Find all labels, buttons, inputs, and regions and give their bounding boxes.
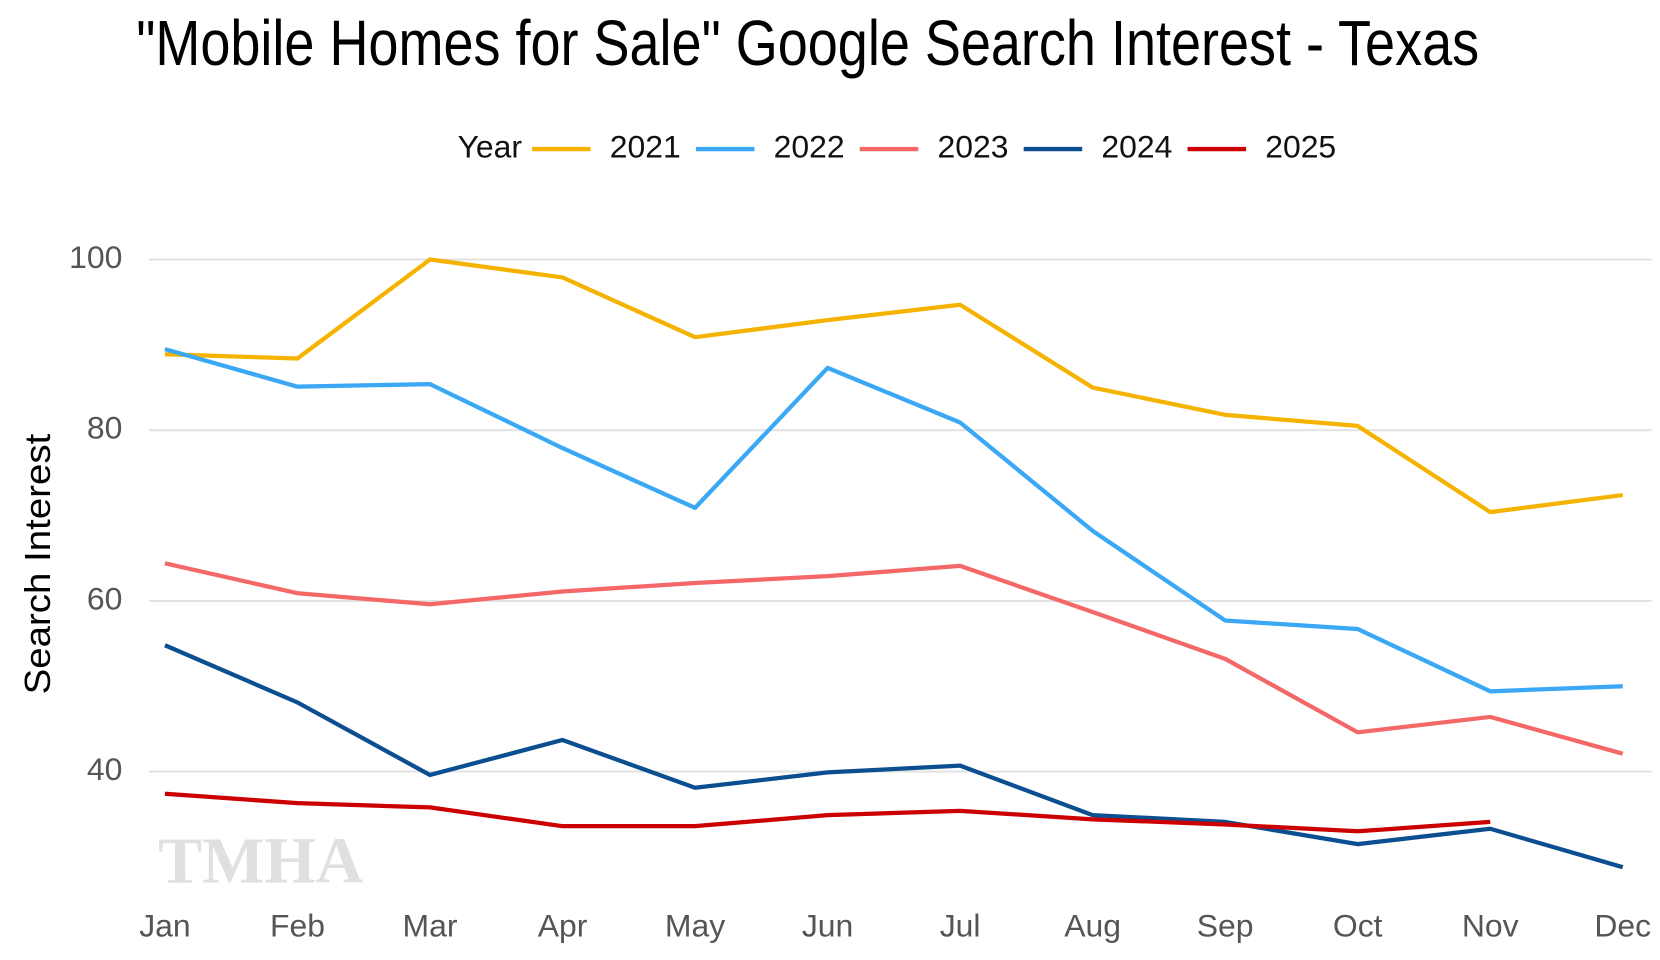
legend-label: 2021 — [610, 129, 681, 165]
series-line — [164, 347, 1623, 694]
x-tick-label: Jan — [139, 907, 190, 943]
chart-title: "Mobile Homes for Sale" Google Search In… — [136, 7, 1479, 79]
x-tick-label: Jun — [802, 907, 853, 943]
legend-label: 2022 — [774, 129, 845, 165]
legend-label: 2024 — [1101, 129, 1172, 165]
series-line — [164, 561, 1624, 756]
y-tick-label: 80 — [87, 410, 123, 446]
x-tick-label: Jul — [940, 907, 981, 943]
legend-title: Year — [458, 129, 523, 165]
x-tick-label: Oct — [1333, 907, 1383, 943]
series-line — [164, 257, 1624, 515]
x-tick-label: Aug — [1064, 907, 1121, 943]
series-line — [164, 791, 1491, 834]
y-tick-label: 60 — [87, 580, 123, 616]
y-axis-label: Search Interest — [17, 434, 58, 695]
y-tick-label: 40 — [87, 751, 123, 787]
x-tick-label: May — [665, 907, 725, 943]
y-tick-label: 100 — [69, 239, 122, 275]
legend-label: 2025 — [1265, 129, 1336, 165]
x-tick-label: Feb — [270, 907, 325, 943]
legend-label: 2023 — [937, 129, 1008, 165]
x-tick-label: Mar — [403, 907, 458, 943]
series-line — [164, 643, 1624, 870]
x-tick-label: Apr — [538, 907, 588, 943]
x-tick-label: Sep — [1197, 907, 1254, 943]
x-tick-label: Nov — [1462, 907, 1519, 943]
x-tick-label: Dec — [1594, 907, 1651, 943]
watermark: TMHA — [158, 824, 364, 897]
